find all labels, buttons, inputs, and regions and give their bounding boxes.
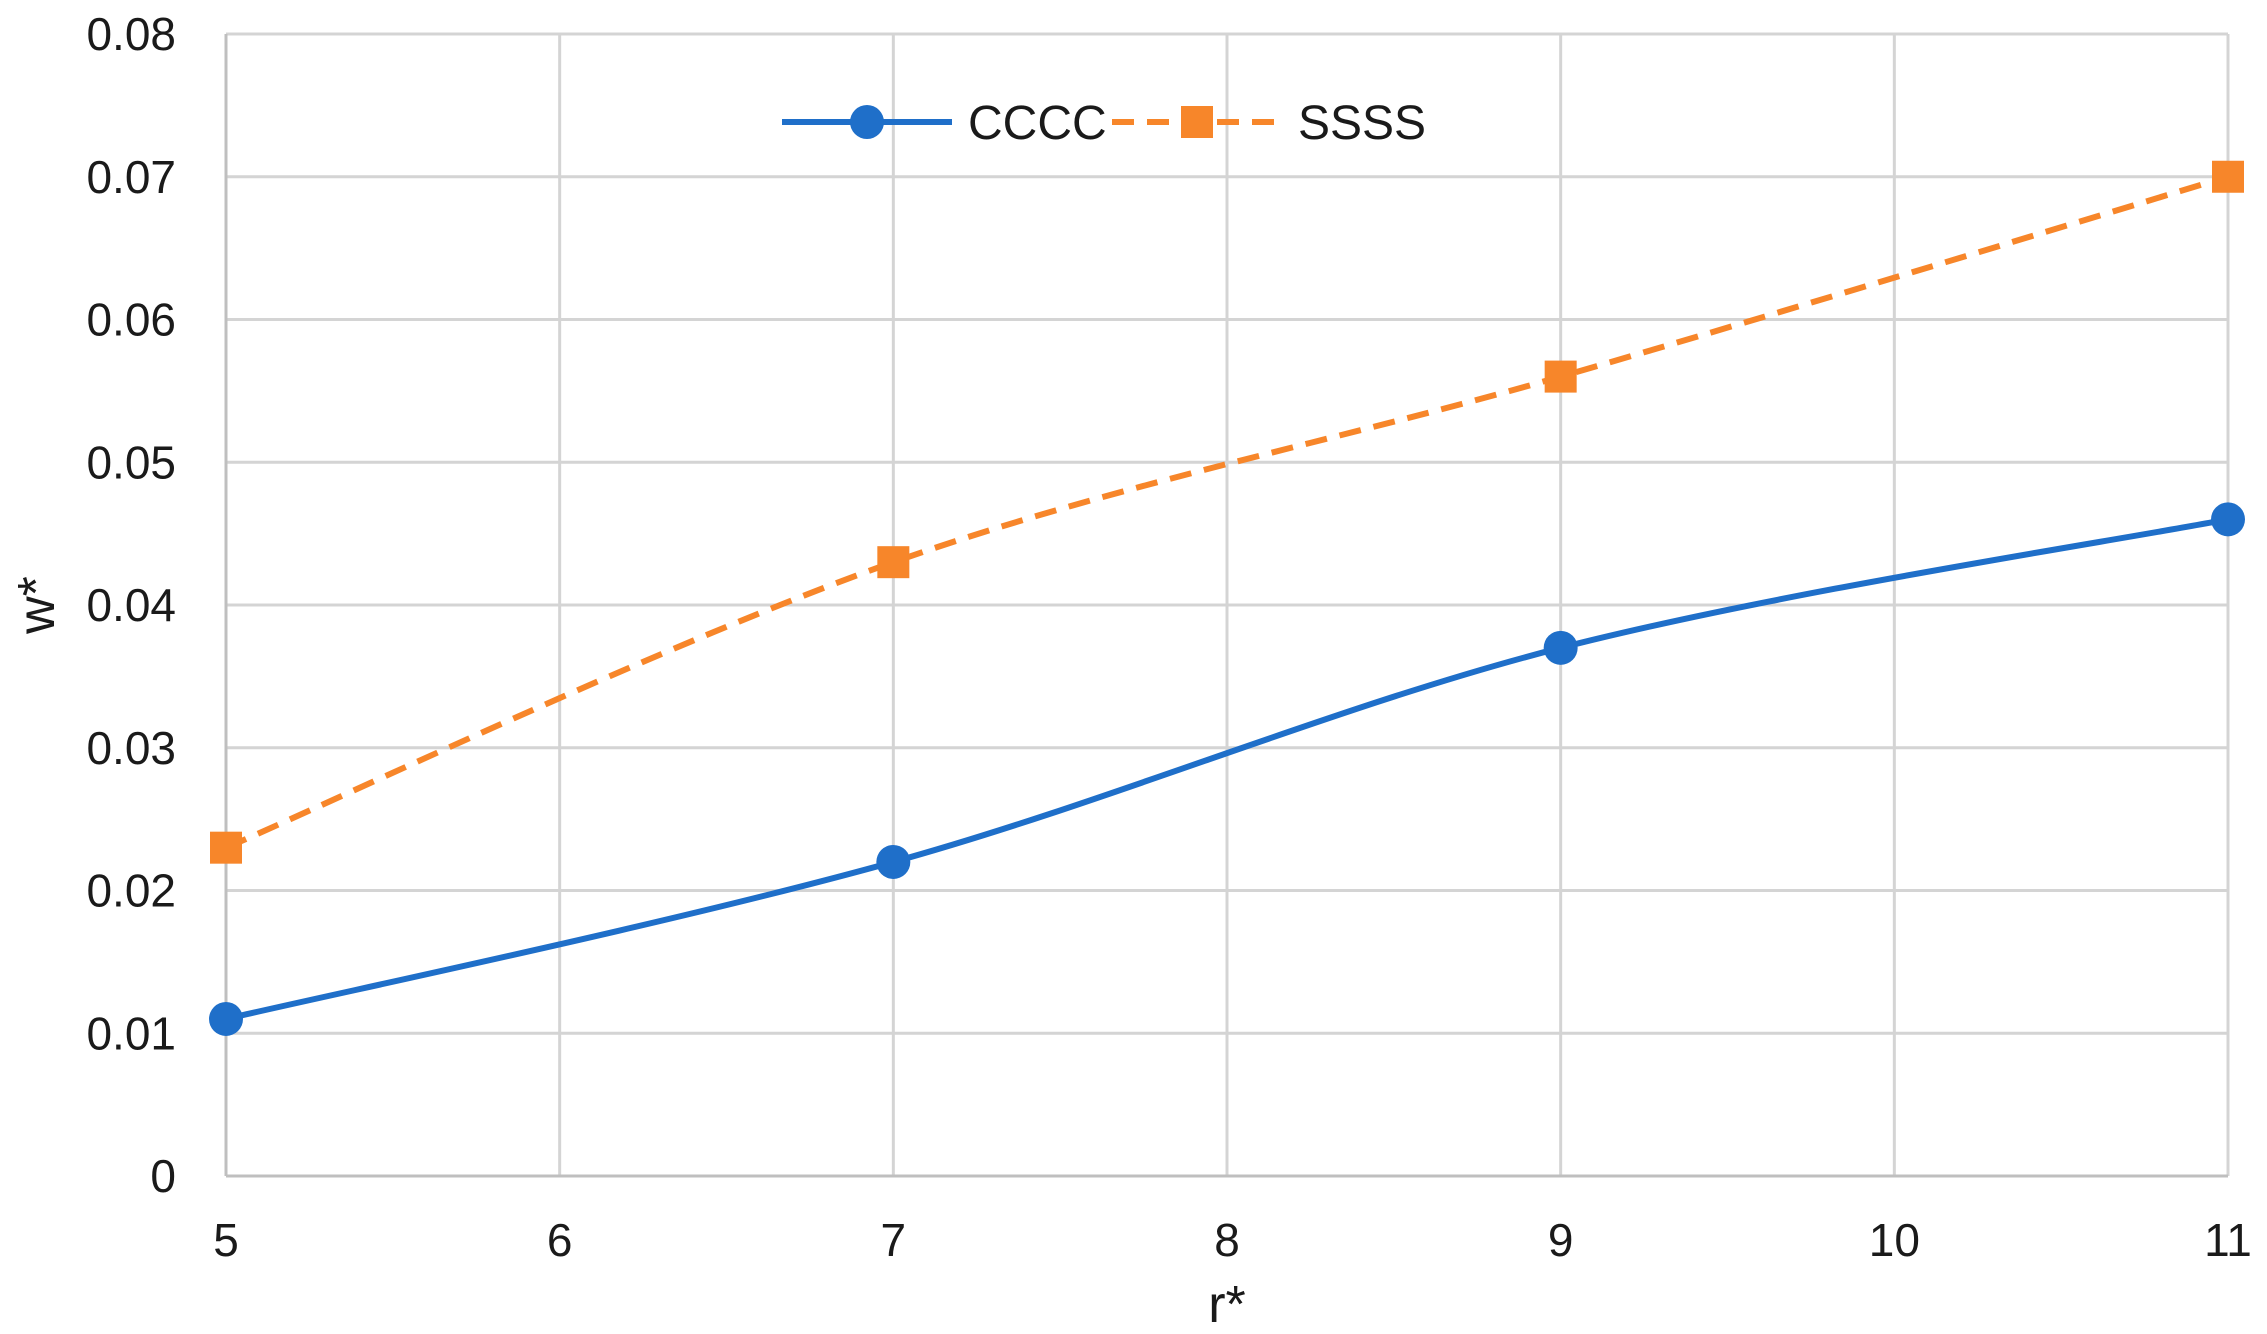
- y-tick-label: 0.03: [86, 722, 176, 774]
- tick-labels: 0 0.01 0.02 0.03 0.04 0.05 0.06 0.07 0.08 5 6 7 8 9 10…: [86, 8, 2251, 1266]
- y-tick-label: 0.04: [86, 579, 176, 631]
- data-point-cccc: [876, 844, 911, 879]
- y-tick-label: 0.07: [86, 151, 176, 203]
- x-tick-label: 7: [881, 1214, 907, 1266]
- legend-label: SSSS: [1298, 97, 1426, 150]
- series-group: [209, 160, 2245, 1036]
- data-point-cccc: [2211, 502, 2245, 537]
- legend-label: CCCC: [968, 97, 1107, 150]
- legend-marker: [1181, 106, 1213, 138]
- grid: [224, 32, 2230, 1176]
- data-point-cccc: [209, 1001, 243, 1036]
- legend-item-ssss: SSSS: [1112, 97, 1426, 150]
- x-axis-title: r*: [1208, 1276, 1246, 1334]
- x-tick-label: 11: [2204, 1214, 2252, 1266]
- y-tick-label: 0.05: [86, 436, 176, 488]
- y-tick-label: 0.02: [86, 865, 176, 917]
- data-point-ssss: [2212, 160, 2244, 193]
- data-point-ssss: [1544, 360, 1577, 393]
- data-point-cccc: [1543, 630, 1578, 665]
- x-tick-label: 5: [213, 1214, 239, 1266]
- x-tick-label: 9: [1548, 1214, 1574, 1266]
- y-tick-label: 0.06: [86, 294, 176, 346]
- data-point-ssss: [210, 831, 242, 864]
- data-point-ssss: [877, 546, 910, 579]
- x-tick-label: 6: [547, 1214, 573, 1266]
- legend: CCCC SSSS: [782, 97, 1426, 150]
- y-tick-label: 0: [150, 1150, 176, 1202]
- legend-marker: [850, 105, 884, 139]
- series-line-ssss: [224, 173, 2229, 851]
- y-tick-label: 0.01: [86, 1007, 176, 1059]
- x-tick-label: 8: [1214, 1214, 1240, 1266]
- y-tick-label: 0.08: [86, 8, 176, 60]
- axes: [224, 34, 2228, 1178]
- x-tick-label: 10: [1869, 1214, 1920, 1266]
- y-axis-title: w*: [8, 576, 66, 635]
- series-line-cccc: [225, 516, 2229, 1022]
- legend-item-cccc: CCCC: [782, 97, 1107, 150]
